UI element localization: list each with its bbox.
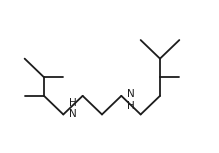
Text: H: H xyxy=(127,101,135,110)
Text: H: H xyxy=(69,98,77,108)
Text: N: N xyxy=(69,109,77,119)
Text: N: N xyxy=(127,89,135,99)
